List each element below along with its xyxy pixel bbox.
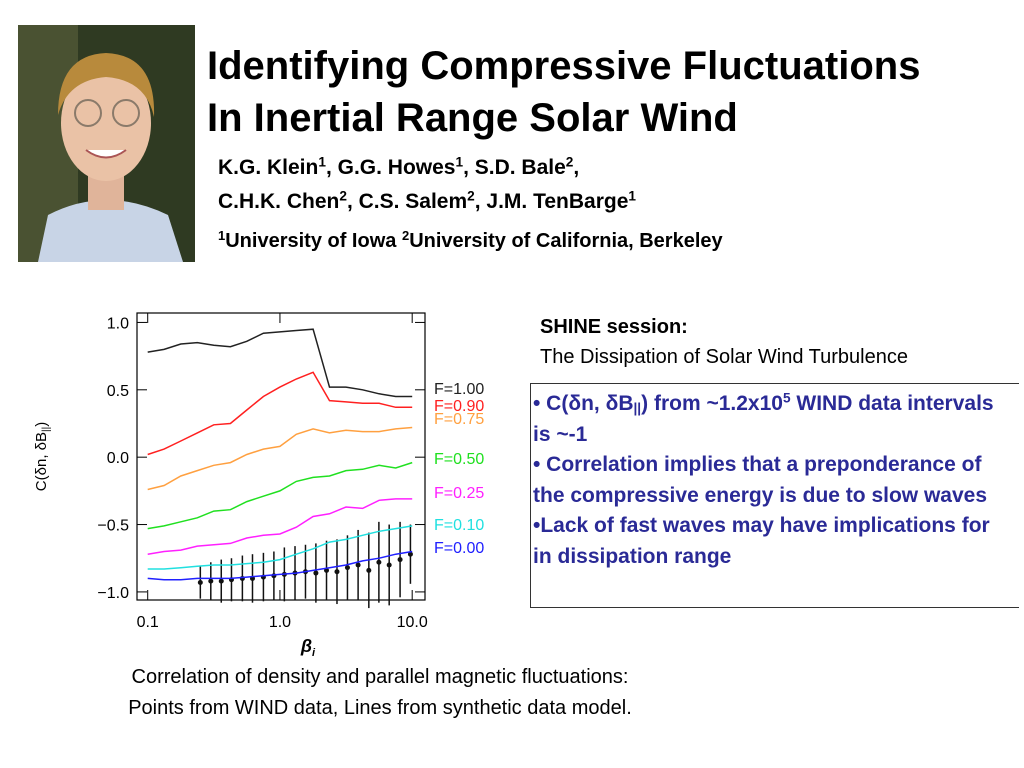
chart: −1.0 −0.5 0.0 0.5 1.0 0.1 1.0 10.0 βi C(δn, δB||)… [33, 312, 484, 659]
data-point [208, 578, 214, 584]
plot-frame [136, 312, 426, 601]
x-tick-label: 10.0 [397, 614, 428, 631]
y-label-end: ) [33, 422, 50, 427]
caption-line: Points from WIND data, Lines from synthe… [128, 697, 632, 719]
y-tick-label: −1.0 [97, 585, 129, 602]
superscript: 2 [401, 227, 410, 243]
x-tick-label: 1.0 [269, 614, 291, 631]
superscript: 1 [218, 227, 226, 243]
series-line [147, 328, 413, 398]
text-run: , J.M. TenBarge [474, 190, 629, 213]
text-run: , S.D. Bale [463, 156, 566, 179]
affiliation: 1University of Iowa 2University of Calif… [218, 227, 723, 253]
x-label-sub: i [312, 647, 316, 659]
superscript: 2 [339, 188, 347, 204]
y-tick-label: 0.0 [107, 450, 129, 467]
y-tick-label: 0.5 [107, 383, 129, 400]
bullet: • C(δn, δB||) from ~1.2x105 WIND data in… [533, 389, 1013, 450]
text-run: •Lack of fast waves may have implication… [533, 514, 990, 568]
legend-label: F=0.90 [434, 398, 484, 415]
caption-line: Correlation of density and parallel magn… [131, 666, 629, 688]
series-line [147, 426, 413, 491]
superscript: 2 [467, 188, 475, 204]
series-line [147, 371, 413, 456]
legend-label: F=0.50 [434, 451, 484, 468]
legend-label: F=1.00 [434, 381, 484, 398]
y-axis-label: C(δn, δB||) [33, 422, 52, 491]
text-run: , G.G. Howes [325, 156, 456, 179]
bullet: •Lack of fast waves may have implication… [533, 511, 1013, 572]
subscript: || [633, 400, 642, 416]
portrait-photo [18, 25, 195, 262]
x-label-text: β [300, 636, 312, 656]
session-label: SHINE session: [540, 316, 688, 338]
series-line [147, 525, 413, 570]
superscript: 5 [782, 390, 791, 406]
legend-label: F=0.75 [434, 411, 484, 428]
text-run: K.G. Klein [218, 156, 319, 179]
text-run: WIND data intervals is ~-1 [533, 392, 994, 446]
data-point [344, 565, 350, 571]
legend-label: F=0.25 [434, 485, 484, 502]
text-run: , [573, 156, 580, 179]
session-title: The Dissipation of Solar Wind Turbulence [540, 346, 908, 368]
author-line: C.H.K. Chen2, C.S. Salem2, J.M. TenBarge… [218, 188, 636, 214]
data-point [218, 578, 224, 584]
text-run: C.H.K. Chen [218, 190, 340, 213]
y-tick-label: 1.0 [107, 315, 129, 332]
y-tick-label: −0.5 [97, 518, 129, 535]
legend-label: F=0.10 [434, 517, 484, 534]
superscript: 1 [628, 188, 636, 204]
text-run: University of Iowa [225, 230, 402, 252]
text-run: University of California, Berkeley [409, 230, 723, 252]
bullet: • Correlation implies that a preponderan… [533, 450, 1013, 511]
y-label-text: C(δn, δB [33, 432, 50, 491]
author-line: K.G. Klein1, G.G. Howes1, S.D. Bale2, [218, 154, 580, 180]
bullet-box: • C(δn, δB||) from ~1.2x105 WIND data in… [530, 383, 1019, 608]
series-line [147, 550, 413, 581]
superscript: 1 [318, 154, 326, 170]
superscript: 1 [455, 154, 464, 170]
x-axis-label: βi [300, 636, 316, 659]
data-point [197, 579, 203, 585]
data-point [334, 569, 340, 575]
x-tick-label: 0.1 [137, 614, 159, 631]
text-run: , C.S. Salem [346, 190, 468, 213]
data-point [366, 567, 372, 573]
y-label-sub: || [41, 427, 52, 432]
series-line [147, 461, 413, 530]
superscript: 2 [565, 154, 574, 170]
title-line: In Inertial Range Solar Wind [207, 96, 738, 140]
text-run: • C(δn, δB [533, 392, 634, 415]
data-point [407, 551, 413, 557]
data-point [313, 570, 319, 576]
text-run: • Correlation implies that a preponderan… [533, 453, 988, 507]
data-point [376, 559, 382, 565]
text-run: ) from ~1.2x10 [641, 392, 783, 415]
title-line: Identifying Compressive Fluctuations [207, 44, 921, 88]
data-point [355, 562, 361, 568]
data-point [386, 562, 392, 568]
data-point [397, 557, 403, 563]
legend-label: F=0.00 [434, 540, 484, 557]
series-line [147, 498, 413, 555]
